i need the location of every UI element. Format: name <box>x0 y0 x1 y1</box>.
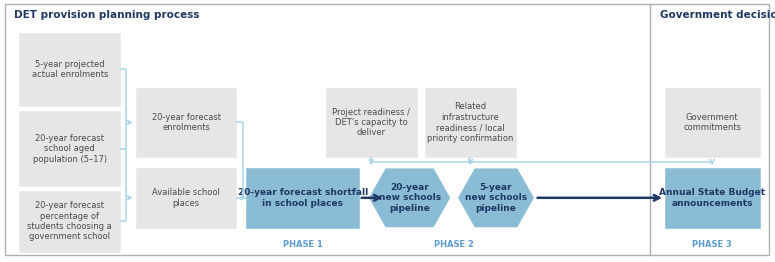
FancyBboxPatch shape <box>19 191 120 252</box>
Text: 20-year forecast
percentage of
students choosing a
government school: 20-year forecast percentage of students … <box>27 201 112 242</box>
Text: 5-year
new schools
pipeline: 5-year new schools pipeline <box>465 183 527 213</box>
FancyBboxPatch shape <box>425 88 516 157</box>
FancyBboxPatch shape <box>136 168 236 228</box>
Text: Government decisions: Government decisions <box>660 10 775 20</box>
FancyBboxPatch shape <box>665 88 759 157</box>
Text: Project readiness /
DET’s capacity to
deliver: Project readiness / DET’s capacity to de… <box>332 108 410 137</box>
Text: Related
infrastructure
readiness / local
priority confirmation: Related infrastructure readiness / local… <box>427 102 514 143</box>
FancyBboxPatch shape <box>19 33 120 106</box>
Text: Available school
places: Available school places <box>152 188 220 208</box>
Polygon shape <box>368 168 451 228</box>
FancyBboxPatch shape <box>246 168 359 228</box>
FancyBboxPatch shape <box>5 4 769 255</box>
FancyBboxPatch shape <box>136 88 236 157</box>
Text: PHASE 2: PHASE 2 <box>434 240 474 249</box>
Text: Annual State Budget
announcements: Annual State Budget announcements <box>660 188 765 208</box>
Text: 20-year forecast shortfall
in school places: 20-year forecast shortfall in school pla… <box>237 188 368 208</box>
FancyBboxPatch shape <box>326 88 417 157</box>
Text: 20-year forecast
school aged
population (5–17): 20-year forecast school aged population … <box>33 134 107 163</box>
Text: 20-year forecast
enrolments: 20-year forecast enrolments <box>151 113 221 132</box>
FancyBboxPatch shape <box>665 168 759 228</box>
Text: Government
commitments: Government commitments <box>684 113 741 132</box>
Polygon shape <box>457 168 535 228</box>
Text: 20-year
new schools
pipeline: 20-year new schools pipeline <box>378 183 441 213</box>
Text: PHASE 3: PHASE 3 <box>692 240 732 249</box>
Text: PHASE 1: PHASE 1 <box>283 240 323 249</box>
Text: 5-year projected
actual enrolments: 5-year projected actual enrolments <box>32 60 108 79</box>
Text: DET provision planning process: DET provision planning process <box>14 10 199 20</box>
FancyBboxPatch shape <box>19 111 120 186</box>
